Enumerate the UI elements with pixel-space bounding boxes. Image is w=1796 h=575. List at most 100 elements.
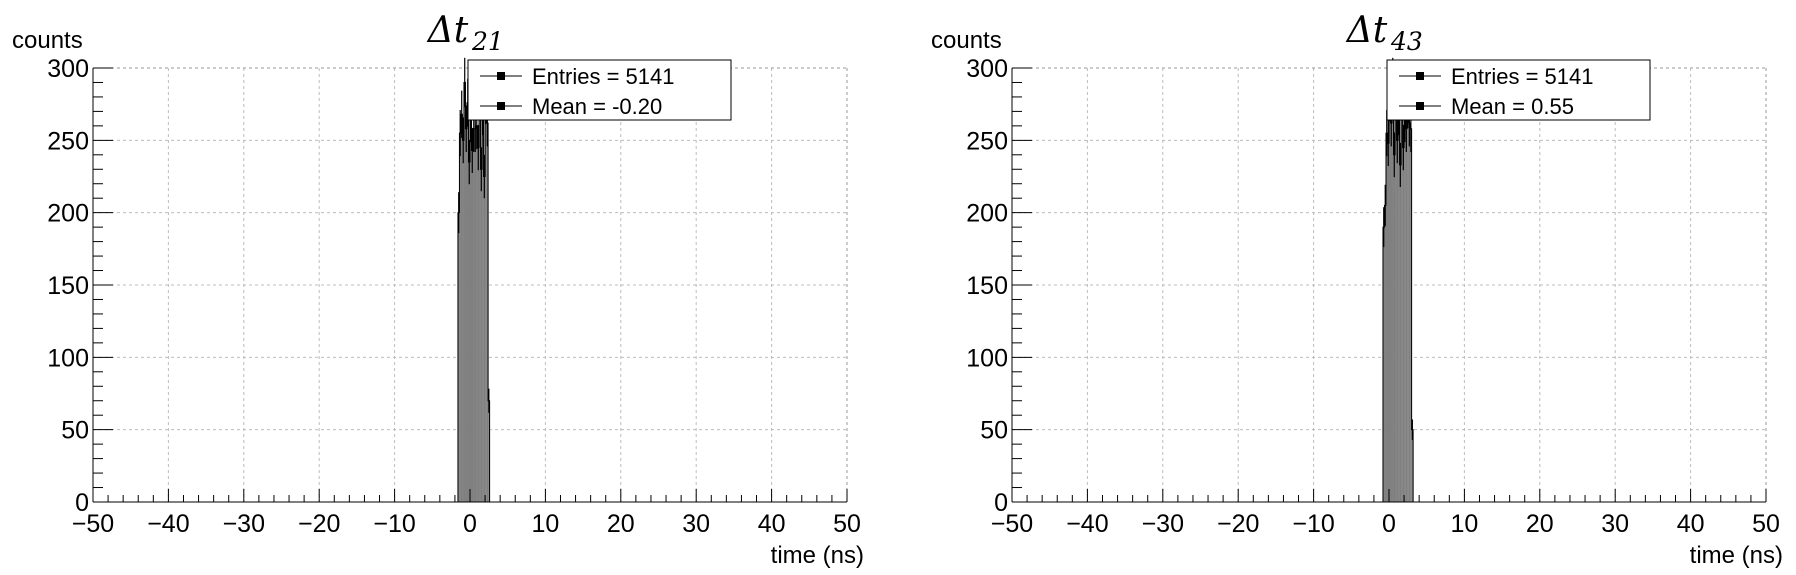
histogram-bar xyxy=(460,114,463,502)
histogram-bar xyxy=(1396,140,1399,503)
axis-ticks xyxy=(1011,67,1767,503)
legend-entry: Mean = -0.20 xyxy=(532,94,662,119)
y-axis-label: counts xyxy=(931,27,1002,54)
legend-square-marker xyxy=(497,72,505,80)
axis-tick-labels: −50 −40 −30 −20 −10 0 10 20 30 40 50 0 50 100 150 200 25… xyxy=(47,55,861,538)
x-tick-label: 30 xyxy=(1601,510,1629,538)
histogram-bar xyxy=(1384,205,1386,502)
axis-ticks xyxy=(92,67,848,503)
y-tick-label: 200 xyxy=(47,200,89,228)
histogram-bar xyxy=(1411,429,1414,502)
chart-title-symbol: Δt xyxy=(1345,10,1388,51)
chart-title-subscript: 21 xyxy=(471,27,504,56)
histogram-panel-dt43: −50 −40 −30 −20 −10 0 10 20 30 40 50 0 50 100 150 200 25… xyxy=(931,10,1783,569)
histogram-bar xyxy=(1385,133,1388,502)
histogram-bar xyxy=(1390,122,1393,503)
y-tick-label: 100 xyxy=(966,344,1008,372)
histogram-bar xyxy=(1399,164,1402,502)
stats-legend: Entries = 5141 Mean = 0.55 xyxy=(1386,59,1651,121)
y-tick-label: 50 xyxy=(980,417,1008,445)
x-tick-label: −20 xyxy=(1217,510,1259,538)
y-tick-label: 0 xyxy=(75,489,89,517)
legend-square-marker xyxy=(1416,102,1424,110)
histogram-bars xyxy=(457,57,491,503)
histogram-bar xyxy=(473,128,475,502)
x-tick-label: 10 xyxy=(531,510,559,538)
histogram-bar xyxy=(1398,111,1400,503)
histogram-bar xyxy=(1393,154,1396,503)
y-tick-label: 300 xyxy=(966,55,1008,83)
x-tick-label: 40 xyxy=(758,510,786,538)
x-axis-label: time (ns) xyxy=(1690,542,1783,569)
histogram-bar xyxy=(462,140,464,503)
chart-title-subscript: 43 xyxy=(1390,27,1423,56)
y-tick-label: 150 xyxy=(966,272,1008,300)
histogram-panel-dt21: −50 −40 −30 −20 −10 0 10 20 30 40 50 0 50 100 150 200 25… xyxy=(12,10,864,569)
histogram-bar xyxy=(465,128,467,502)
histogram-bar xyxy=(1401,94,1403,502)
x-tick-label: 20 xyxy=(1526,510,1554,538)
x-tick-label: −30 xyxy=(223,510,265,538)
y-tick-label: 250 xyxy=(47,127,89,155)
legend-box xyxy=(467,59,732,121)
x-tick-label: −50 xyxy=(991,510,1033,538)
histogram-bar xyxy=(1389,96,1391,502)
x-tick-label: 40 xyxy=(1677,510,1705,538)
histogram-bar xyxy=(1387,143,1389,502)
histogram-bar xyxy=(466,102,469,502)
x-tick-label: 0 xyxy=(1382,510,1396,538)
histogram-bar xyxy=(476,125,478,502)
histogram-bar xyxy=(485,99,487,503)
y-tick-label: 100 xyxy=(47,344,89,372)
histogram-bars xyxy=(1382,57,1414,503)
x-tick-label: 10 xyxy=(1450,510,1478,538)
histogram-bar xyxy=(480,169,483,502)
x-axis-label: time (ns) xyxy=(771,542,864,569)
histogram-bar xyxy=(1408,122,1411,503)
y-tick-label: 250 xyxy=(966,127,1008,155)
chart-title: Δt 21 xyxy=(426,10,504,56)
histogram-bar xyxy=(1410,128,1412,502)
histogram-bar xyxy=(1392,82,1394,502)
y-axis-label: counts xyxy=(12,27,83,54)
histogram-bar xyxy=(470,118,472,502)
histogram-bar xyxy=(1407,104,1409,503)
histogram-bar xyxy=(1404,118,1406,502)
histogram-bar xyxy=(1405,128,1408,502)
stats-legend: Entries = 5141 Mean = -0.20 xyxy=(467,59,732,121)
x-tick-label: −20 xyxy=(298,510,340,538)
axis-tick-labels: −50 −40 −30 −20 −10 0 10 20 30 40 50 0 50 100 150 200 25… xyxy=(966,55,1780,538)
histogram-outline xyxy=(457,81,491,502)
x-tick-label: −50 xyxy=(72,510,114,538)
legend-square-marker xyxy=(1416,72,1424,80)
legend-entry: Entries = 5141 xyxy=(532,64,674,89)
histogram-bar xyxy=(483,176,486,502)
x-tick-label: 50 xyxy=(833,510,861,538)
legend-entry: Mean = 0.55 xyxy=(1451,94,1574,119)
x-tick-label: 20 xyxy=(607,510,635,538)
histogram-bar xyxy=(488,400,490,502)
chart-title: Δt 43 xyxy=(1345,10,1423,56)
legend-entry: Entries = 5141 xyxy=(1451,64,1593,89)
histogram-bar xyxy=(482,111,484,503)
x-tick-label: −10 xyxy=(1292,510,1334,538)
y-tick-label: 300 xyxy=(47,55,89,83)
histogram-bar xyxy=(459,133,461,502)
histogram-bar xyxy=(463,82,466,502)
legend-box xyxy=(1386,59,1651,121)
x-tick-label: 30 xyxy=(682,510,710,538)
histogram-bar xyxy=(1382,227,1385,502)
histogram-bar xyxy=(474,128,477,502)
histogram-bar xyxy=(468,162,470,503)
histogram-bar xyxy=(1395,89,1397,502)
x-tick-label: −30 xyxy=(1142,510,1184,538)
histogram-bar xyxy=(471,150,474,502)
y-tick-label: 150 xyxy=(47,272,89,300)
x-tick-label: −10 xyxy=(373,510,415,538)
histogram-bar xyxy=(457,212,460,502)
legend-square-marker xyxy=(497,102,505,110)
x-tick-label: 50 xyxy=(1752,510,1780,538)
histogram-bar xyxy=(1402,147,1405,503)
x-tick-label: −40 xyxy=(1066,510,1108,538)
